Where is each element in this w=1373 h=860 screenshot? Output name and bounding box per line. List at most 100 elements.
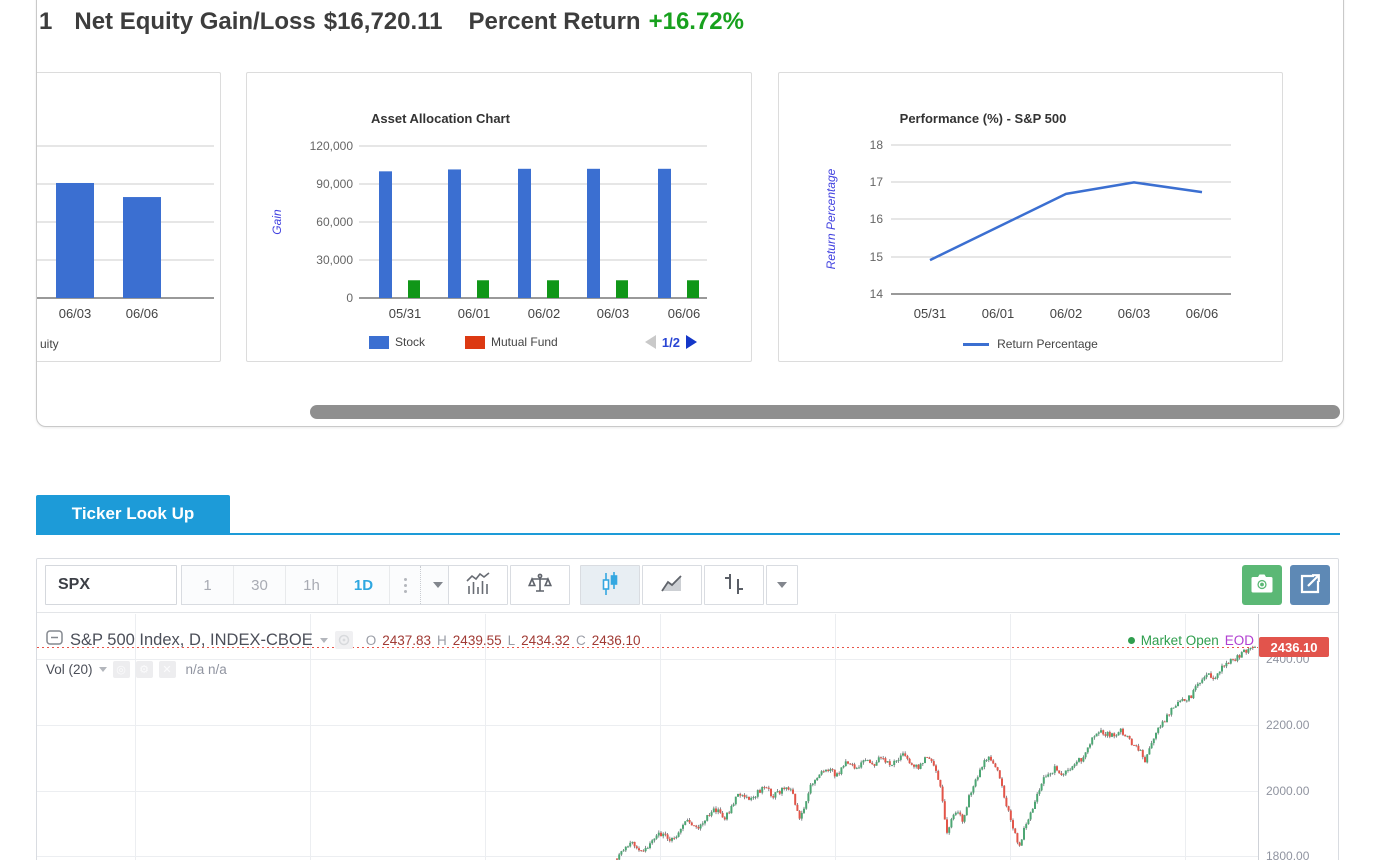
pager-prev-icon[interactable] — [644, 335, 656, 349]
ticker-chart-widget: 1 30 1h 1D — [36, 558, 1339, 860]
ohlc-bars-icon — [721, 572, 747, 599]
svg-text:06/01: 06/01 — [458, 306, 491, 321]
svg-text:05/31: 05/31 — [914, 306, 947, 321]
svg-text:06/03: 06/03 — [597, 306, 630, 321]
svg-text:06/06: 06/06 — [668, 306, 701, 321]
candlestick-series — [616, 645, 1256, 860]
price-axis-line — [1258, 614, 1259, 860]
symbol-title[interactable]: S&P 500 Index, D, INDEX-CBOE — [70, 630, 313, 649]
area-chart-icon — [659, 573, 685, 598]
stock-swatch — [369, 335, 389, 349]
market-open-dot-icon — [1127, 636, 1135, 644]
stock-label: Stock — [395, 335, 426, 349]
external-link-icon — [1298, 572, 1322, 599]
net-equity-label: Net Equity Gain/Loss — [74, 8, 316, 35]
svg-text:06/03: 06/03 — [1118, 306, 1151, 321]
asset-allocation-legend: Stock Mutual Fund 1/2 — [369, 334, 743, 350]
series-visibility-icon[interactable] — [46, 630, 63, 650]
svg-text:Performance (%) - S&P 500: Performance (%) - S&P 500 — [900, 111, 1067, 126]
svg-text:15: 15 — [870, 250, 884, 264]
tab-underline — [36, 533, 1340, 535]
summary-header: 1 Net Equity Gain/Loss $16,720.11 Percent R… — [39, 8, 744, 36]
open-value: 2437.83 — [382, 632, 432, 648]
svg-text:60,000: 60,000 — [316, 215, 353, 229]
net-equity-bar-chart: 06/03 06/06 — [37, 145, 214, 321]
candlestick-chart-area: S&P 500 Index, D, INDEX-CBOE O 2437.83 H… — [37, 612, 1338, 860]
close-label: C — [575, 632, 586, 648]
performance-line-chart: Performance (%) - S&P 500 18 17 16 15 14 Retur… — [824, 111, 1231, 321]
grid-vline — [1010, 614, 1011, 860]
price-axis-tick: 2200.00 — [1266, 717, 1310, 732]
grid-vline — [835, 614, 836, 860]
interval-1m-button[interactable]: 1 — [182, 566, 234, 604]
volume-caret-icon[interactable] — [98, 666, 107, 672]
svg-text:Gain: Gain — [270, 209, 284, 235]
volume-settings-icon[interactable]: ⚙ — [135, 660, 153, 678]
percent-return-value: +16.72% — [648, 8, 744, 35]
area-style-button[interactable] — [642, 565, 702, 605]
indicators-icon — [465, 571, 491, 599]
ohlc-style-button[interactable] — [704, 565, 764, 605]
svg-text:06/02: 06/02 — [528, 306, 561, 321]
symbol-legend-row: S&P 500 Index, D, INDEX-CBOE O 2437.83 H… — [46, 630, 641, 650]
svg-text:0: 0 — [346, 291, 353, 305]
symbol-input[interactable] — [45, 565, 177, 605]
eod-badge[interactable]: EOD — [1224, 632, 1254, 648]
interval-1h-button[interactable]: 1h — [286, 566, 338, 604]
market-status: Market Open EOD — [1127, 631, 1254, 649]
svg-text:06/03: 06/03 — [59, 306, 92, 321]
legend-item-stock: Stock — [369, 335, 425, 349]
svg-text:06/02: 06/02 — [1050, 306, 1083, 321]
grid-hline — [37, 790, 1258, 792]
grid-hline — [37, 856, 1258, 858]
svg-text:90,000: 90,000 — [316, 177, 353, 191]
svg-text:06/01: 06/01 — [982, 306, 1015, 321]
pager-next-icon[interactable] — [686, 335, 697, 349]
interval-dropdown-icon[interactable] — [420, 566, 455, 604]
grid-vline — [485, 614, 486, 860]
volume-remove-icon[interactable]: ✕ — [158, 660, 176, 678]
volume-legend-row: Vol (20) ◎ ⚙ ✕ n/a n/a — [46, 660, 227, 678]
legend-item-mutual-fund: Mutual Fund — [465, 335, 558, 349]
performance-legend: Return Percentage — [779, 336, 1282, 352]
close-value: 2436.10 — [591, 632, 641, 648]
grid-vline — [660, 614, 661, 860]
cropped-legend-label: uity — [40, 337, 59, 351]
pager-page-number: 1/2 — [661, 334, 680, 350]
return-line-swatch — [963, 342, 990, 346]
price-axis-tick: 1800.00 — [1266, 849, 1310, 860]
horizontal-scrollbar-thumb[interactable] — [310, 405, 1340, 419]
svg-text:17: 17 — [870, 175, 884, 189]
volume-values: n/a n/a — [185, 661, 227, 677]
interval-1d-button[interactable]: 1D — [338, 566, 390, 604]
open-external-button[interactable] — [1290, 565, 1330, 605]
camera-icon — [1250, 573, 1274, 598]
low-value: 2434.32 — [521, 632, 570, 648]
svg-text:06/06: 06/06 — [1186, 306, 1219, 321]
net-equity-chart-card: 06/03 06/06 uity — [37, 72, 221, 362]
style-dropdown-button[interactable] — [766, 565, 798, 605]
chart-toolbar: 1 30 1h 1D — [37, 559, 1338, 612]
compare-button[interactable] — [510, 565, 570, 605]
snapshot-button[interactable] — [1242, 565, 1282, 605]
tab-ticker-lookup[interactable]: Ticker Look Up — [36, 495, 230, 533]
last-price-tag: 2436.10 — [1259, 637, 1329, 658]
svg-text:Return Percentage: Return Percentage — [824, 168, 838, 269]
asset-allocation-chart-card: Asset Allocation Chart 120,000 90,000 60,00… — [246, 72, 752, 362]
portfolio-summary-card: 1 Net Equity Gain/Loss $16,720.11 Percent R… — [36, 0, 1344, 427]
net-equity-value: $16,720.11 — [323, 8, 443, 35]
chart-tools — [448, 565, 798, 605]
volume-visibility-icon[interactable]: ◎ — [112, 660, 130, 678]
series-settings-icon[interactable] — [334, 631, 353, 649]
symbol-caret-icon[interactable] — [319, 637, 328, 643]
volume-label[interactable]: Vol (20) — [46, 661, 93, 677]
interval-30m-button[interactable]: 30 — [234, 566, 286, 604]
candlestick-style-button[interactable] — [580, 565, 640, 605]
grid-hline — [37, 724, 1258, 726]
mutual-fund-swatch — [465, 335, 486, 349]
return-percentage-label: Return Percentage — [997, 337, 1098, 351]
indicators-button[interactable] — [448, 565, 508, 605]
interval-more-icon[interactable] — [390, 566, 420, 604]
legend-pager: 1/2 — [644, 334, 743, 350]
svg-text:120,000: 120,000 — [310, 139, 354, 153]
